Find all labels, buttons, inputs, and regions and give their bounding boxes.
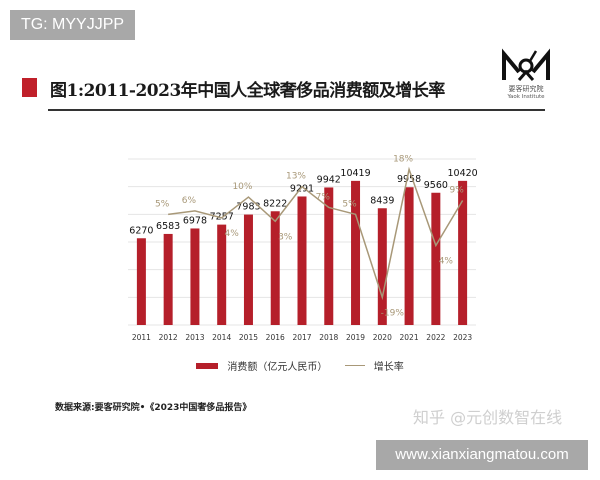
source-note: 数据来源:要客研究院•《2023中国奢侈品报告》 (55, 403, 252, 413)
growth-label-2016: 3% (278, 232, 293, 242)
logo-cn: 要客研究院 (508, 85, 544, 93)
bar-label-2017: 9291 (290, 183, 314, 194)
growth-label-2020: -19% (381, 308, 405, 318)
growth-line (168, 166, 464, 301)
title-rule (48, 109, 545, 111)
bar-2011 (136, 238, 146, 325)
bar-2022 (431, 192, 441, 325)
x-tick-2018: 2018 (319, 333, 338, 342)
logo-en: Yaok Institute (507, 94, 545, 100)
x-tick-2015: 2015 (239, 333, 258, 342)
x-tick-2011: 2011 (132, 333, 151, 342)
legend: 消费额（亿元人民币） 增长率 (0, 358, 600, 373)
x-tick-2022: 2022 (426, 333, 445, 342)
bar-2021 (404, 187, 414, 325)
x-tick-2017: 2017 (292, 333, 311, 342)
bar-2020 (377, 208, 387, 325)
growth-label-2012: 5% (155, 199, 170, 209)
growth-label-2023: 9% (449, 186, 464, 196)
growth-label-2018: 7% (316, 192, 331, 202)
bar-label-2022: 9560 (424, 180, 448, 191)
legend-bar-swatch (196, 362, 219, 369)
bar-label-2016: 8222 (263, 198, 287, 209)
chart-title: 图1:2011-2023年中国人全球奢侈品消费额及增长率 (50, 81, 445, 101)
title-marker (22, 78, 37, 97)
x-tick-2013: 2013 (185, 333, 204, 342)
x-tick-2021: 2021 (400, 333, 419, 342)
watermark-tg: TG: MYYJJPP (10, 10, 135, 40)
growth-label-2017: 13% (286, 172, 306, 182)
bar-2017 (297, 196, 307, 325)
bar-2012 (163, 233, 173, 325)
bar-2019 (351, 180, 361, 325)
x-tick-2012: 2012 (159, 333, 178, 342)
bar-label-2021: 9958 (397, 174, 421, 185)
growth-label-2013: 6% (182, 196, 197, 206)
bar-2014 (217, 224, 227, 325)
bar-label-2015: 7983 (236, 202, 260, 213)
logo: 要客研究院 Yaok Institute (498, 48, 554, 104)
x-tick-2016: 2016 (266, 333, 285, 342)
watermark-zhihu: 知乎 @元创数智在线 (413, 408, 563, 427)
x-tick-2020: 2020 (373, 333, 392, 342)
growth-label-2019: 5% (342, 199, 357, 209)
growth-label-2015: 10% (232, 182, 252, 192)
bar-label-2020: 8439 (370, 195, 394, 206)
legend-bar-label: 消费额（亿元人民币） (227, 362, 328, 373)
bar-label-2011: 6270 (129, 225, 153, 236)
logo-mark-icon (502, 48, 550, 81)
bar-2015 (243, 214, 253, 325)
watermark-url: www.xianxiangmatou.com (376, 440, 588, 470)
growth-label-2021: 18% (393, 154, 413, 164)
legend-line-label: 增长率 (373, 362, 404, 373)
bar-2023 (458, 180, 468, 325)
legend-line-swatch (344, 365, 365, 366)
bar-2013 (190, 228, 200, 325)
x-tick-2023: 2023 (453, 333, 472, 342)
growth-label-2022: 4% (439, 256, 454, 266)
growth-label-2014: 4% (225, 229, 240, 239)
bar-2016 (270, 211, 280, 325)
bar-label-2013: 6978 (183, 215, 207, 226)
x-tick-2019: 2019 (346, 333, 365, 342)
bar-label-2019: 10419 (340, 168, 370, 179)
bar-2018 (324, 187, 334, 325)
x-tick-2014: 2014 (212, 333, 231, 342)
bar-label-2018: 9942 (317, 174, 341, 185)
bar-label-2023: 10420 (447, 168, 477, 179)
bar-label-2012: 6583 (156, 221, 180, 232)
